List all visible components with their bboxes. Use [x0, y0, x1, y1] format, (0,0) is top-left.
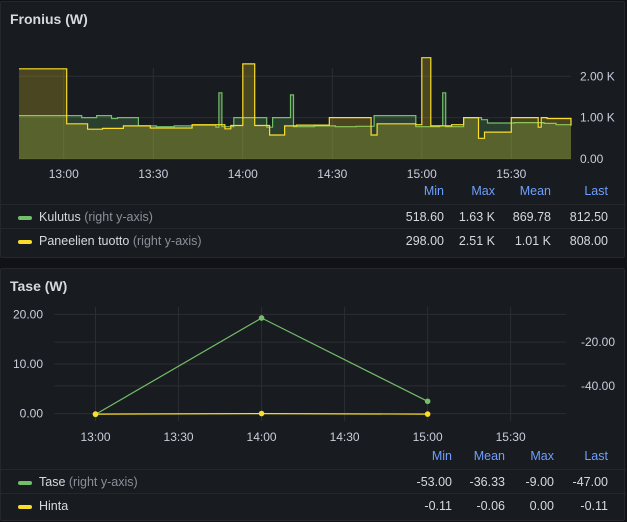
legend-series-name[interactable]: Hinta — [39, 499, 69, 513]
legend-value-min: 298.00 — [405, 234, 444, 248]
legend-value-mean: 869.78 — [512, 210, 551, 224]
x-tick-label: 13:00 — [49, 167, 79, 181]
x-tick-label: 14:30 — [330, 430, 360, 444]
y-tick-label-right: -40.00 — [581, 379, 615, 393]
x-tick-label: 13:30 — [164, 430, 194, 444]
legend-header-min[interactable]: Min — [431, 449, 452, 463]
series-color-swatch[interactable] — [18, 240, 32, 244]
panel-title: Tase (W) — [10, 278, 68, 294]
y-tick-label-left: 10.00 — [13, 357, 43, 371]
legend-header: Min Mean Max Last — [1, 445, 626, 469]
legend-value-min: -53.00 — [416, 475, 452, 489]
series-area-kulutus — [19, 92, 571, 159]
panel-title: Fronius (W) — [10, 11, 88, 27]
legend-value-last: 808.00 — [569, 234, 608, 248]
x-tick-label: 14:00 — [228, 167, 258, 181]
x-tick-label: 14:30 — [317, 167, 347, 181]
legend-series-name[interactable]: Tase (right y-axis) — [39, 475, 138, 489]
data-point-tase — [424, 398, 431, 405]
legend-value-mean: -0.06 — [476, 499, 506, 513]
legend-header-mean[interactable]: Mean — [473, 449, 505, 463]
legend-header-last[interactable]: Last — [584, 184, 608, 198]
series-color-swatch[interactable] — [18, 481, 32, 485]
y-tick-label: 2.00 K — [580, 69, 615, 83]
fronius-panel: Fronius (W) 13:00 13:30 14:00 14:30 15:00 15:… — [0, 1, 626, 258]
series-color-swatch[interactable] — [18, 505, 32, 509]
data-point-tase — [258, 315, 265, 321]
y-tick-label-right: -20.00 — [581, 335, 615, 349]
data-point-hinta — [258, 410, 265, 417]
series-color-swatch[interactable] — [18, 216, 32, 220]
legend-value-min: 518.60 — [405, 210, 444, 224]
data-point-hinta — [92, 411, 99, 417]
legend-header-last[interactable]: Last — [584, 449, 608, 463]
legend-header-mean[interactable]: Mean — [519, 184, 551, 198]
legend-value-max: 2.51 K — [458, 234, 495, 248]
legend-row-tase[interactable]: Tase (right y-axis) -53.00 -36.33 -9.00 … — [1, 469, 626, 494]
legend-value-last: 812.50 — [569, 210, 608, 224]
legend-table: Min Mean Max Last Tase (right y-axis) -5… — [1, 445, 626, 520]
fronius-chart[interactable]: 13:00 13:30 14:00 14:30 15:00 15:30 0.00 1.00 K… — [1, 2, 626, 257]
legend-series-name[interactable]: Kulutus (right y-axis) — [39, 210, 153, 224]
legend-value-max: 0.00 — [529, 499, 554, 513]
x-tick-label: 14:00 — [247, 430, 277, 444]
tase-chart[interactable]: 13:00 13:30 14:00 14:30 15:00 15:30 0.00 10.00 2… — [1, 269, 626, 520]
legend-value-last: -0.11 — [580, 499, 608, 513]
y-tick-label-left: 20.00 — [13, 307, 43, 321]
data-point-hinta — [424, 411, 431, 417]
legend-value-min: -0.11 — [424, 499, 452, 513]
x-tick-label: 13:30 — [138, 167, 168, 181]
legend-header-max[interactable]: Max — [471, 184, 495, 198]
legend-header: Min Max Mean Last — [1, 180, 626, 204]
x-tick-label: 15:30 — [496, 167, 526, 181]
y-tick-label-left: 0.00 — [20, 407, 44, 421]
legend-row-hinta[interactable]: Hinta -0.11 -0.06 0.00 -0.11 — [1, 493, 626, 518]
x-tick-label: 13:00 — [80, 430, 110, 444]
legend-row-kulutus[interactable]: Kulutus (right y-axis) 518.60 1.63 K 869… — [1, 204, 626, 229]
legend-header-min[interactable]: Min — [423, 184, 444, 198]
series-area-paneelien-tuotto — [19, 57, 571, 160]
y-tick-label: 1.00 K — [580, 111, 615, 125]
tase-panel: Tase (W) 13:00 13:30 14:00 14:30 15:00 15:30 0… — [0, 268, 626, 521]
legend-table: Min Max Mean Last Kulutus (right y-axis)… — [1, 180, 626, 258]
legend-header-max[interactable]: Max — [530, 449, 554, 463]
legend-row-paneelien-tuotto[interactable]: Paneelien tuotto (right y-axis) 298.00 2… — [1, 228, 626, 253]
legend-value-last: -47.00 — [572, 475, 608, 489]
x-tick-label: 15:30 — [496, 430, 526, 444]
y-tick-label: 0.00 — [580, 152, 604, 166]
x-tick-label: 15:00 — [407, 167, 437, 181]
legend-value-mean: -36.33 — [469, 475, 505, 489]
legend-value-max: 1.63 K — [458, 210, 495, 224]
x-tick-label: 15:00 — [413, 430, 443, 444]
legend-value-mean: 1.01 K — [514, 234, 551, 248]
series-line-paneelien-tuotto — [19, 57, 572, 139]
legend-value-max: -9.00 — [525, 475, 555, 489]
legend-series-name[interactable]: Paneelien tuotto (right y-axis) — [39, 234, 202, 248]
